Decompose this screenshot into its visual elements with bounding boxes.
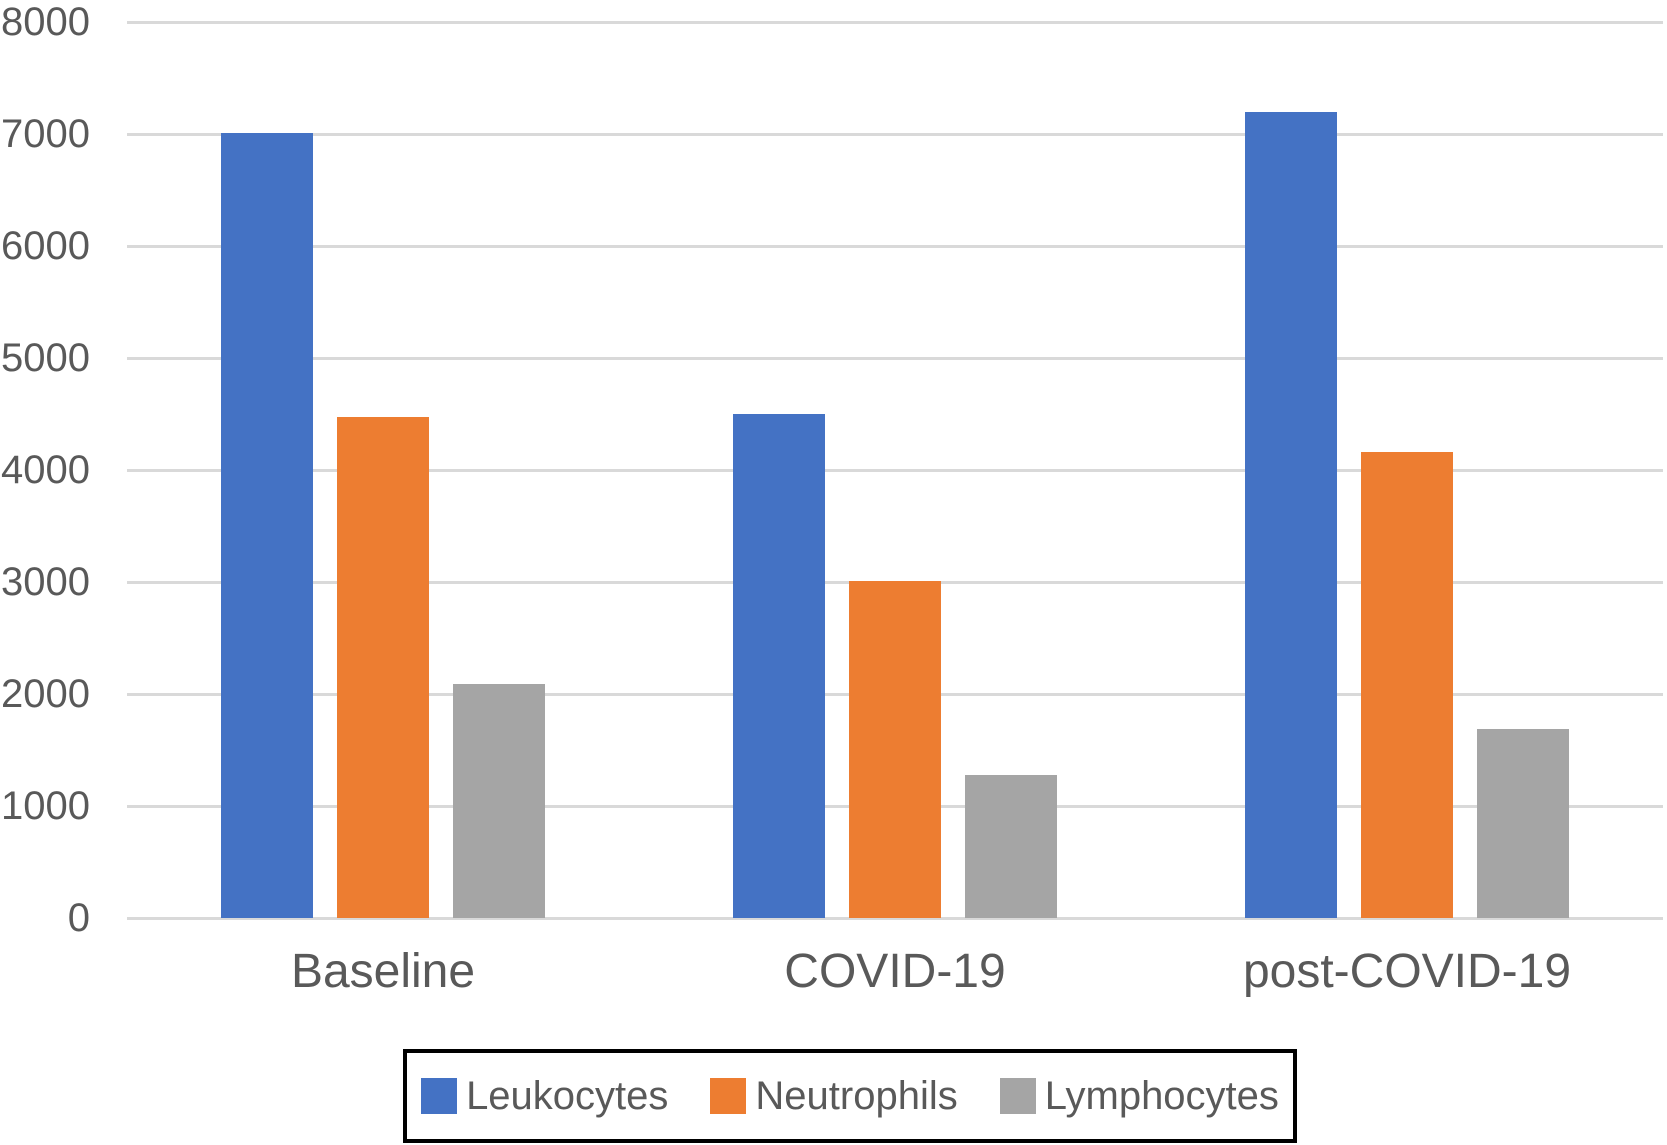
- legend: Leukocytes Neutrophils Lymphocytes: [403, 1049, 1297, 1143]
- y-axis: 0 1000 2000 3000 4000 5000 6000 7000 8000: [0, 2, 95, 938]
- bar-neutrophils-baseline: [337, 417, 429, 918]
- x-axis: Baseline COVID-19 post-COVID-19: [127, 942, 1663, 1012]
- legend-swatch-neutrophils: [710, 1078, 747, 1114]
- y-tick-label-5000: 5000: [1, 336, 90, 380]
- y-tick-label-7000: 7000: [1, 112, 90, 156]
- legend-label-leukocytes: Leukocytes: [466, 1074, 669, 1118]
- gridline-5000: [127, 357, 1663, 360]
- legend-swatch-lymphocytes: [999, 1078, 1036, 1114]
- bar-group-covid-19: [639, 22, 1151, 918]
- legend-item-neutrophils: Neutrophils: [710, 1074, 958, 1118]
- bar-neutrophils-covid-19: [849, 581, 941, 918]
- bar-lymphocytes-post-covid-19: [1477, 729, 1569, 918]
- x-axis-label-post-covid-19: post-COVID-19: [1242, 945, 1572, 998]
- bar-lymphocytes-baseline: [453, 684, 545, 918]
- legend-label-neutrophils: Neutrophils: [755, 1074, 958, 1118]
- plot-area: [127, 21, 1663, 920]
- gridline-4000: [127, 469, 1663, 472]
- bar-groups: [127, 22, 1663, 918]
- gridline-8000: [127, 21, 1663, 24]
- bar-leukocytes-baseline: [221, 133, 313, 918]
- bar-group-baseline: [127, 22, 639, 918]
- y-tick-label-4000: 4000: [1, 448, 90, 492]
- bar-leukocytes-post-covid-19: [1245, 112, 1337, 918]
- y-tick-label-0: 0: [67, 896, 90, 940]
- gridline-7000: [127, 133, 1663, 136]
- legend-label-lymphocytes: Lymphocytes: [1044, 1074, 1279, 1118]
- x-axis-label-covid-19: COVID-19: [784, 945, 1006, 998]
- legend-item-leukocytes: Leukocytes: [421, 1074, 668, 1118]
- bar-lymphocytes-covid-19: [965, 775, 1057, 918]
- bar-group-post-covid-19: [1151, 22, 1663, 918]
- legend-swatch-leukocytes: [421, 1078, 458, 1114]
- bar-leukocytes-covid-19: [733, 414, 825, 918]
- bar-neutrophils-post-covid-19: [1361, 452, 1453, 918]
- legend-item-lymphocytes: Lymphocytes: [999, 1074, 1279, 1118]
- y-tick-label-1000: 1000: [1, 784, 90, 828]
- gridline-6000: [127, 245, 1663, 248]
- x-axis-label-baseline: Baseline: [290, 945, 476, 998]
- y-tick-label-6000: 6000: [1, 224, 90, 268]
- gridline-0: [127, 917, 1663, 920]
- y-tick-label-3000: 3000: [1, 560, 90, 604]
- y-tick-label-8000: 8000: [1, 0, 90, 44]
- y-tick-label-2000: 2000: [1, 672, 90, 716]
